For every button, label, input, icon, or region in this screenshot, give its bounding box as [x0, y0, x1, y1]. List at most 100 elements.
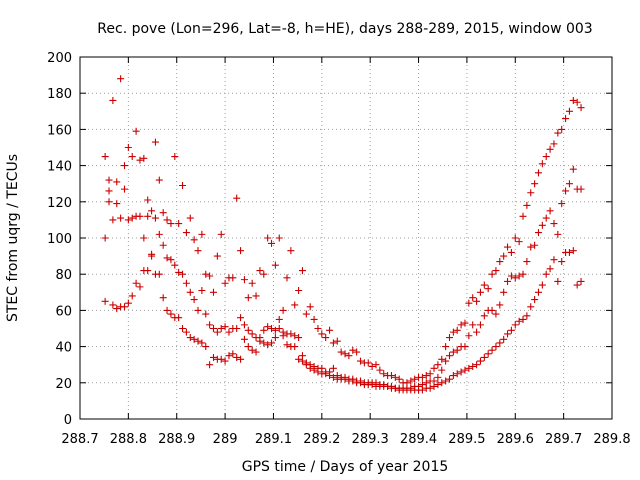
- data-point: [298, 267, 306, 275]
- data-point: [558, 125, 566, 133]
- data-point: [349, 377, 357, 385]
- data-point: [113, 305, 121, 313]
- data-point: [453, 346, 461, 354]
- data-point: [476, 357, 484, 365]
- data-point: [538, 281, 546, 289]
- data-point: [140, 154, 148, 162]
- data-point: [190, 296, 198, 304]
- data-point: [271, 261, 279, 269]
- data-point: [163, 216, 171, 224]
- data-point: [159, 209, 167, 217]
- y-axis-title: STEC from uqrg / TECUs: [5, 154, 21, 322]
- data-point: [101, 297, 109, 305]
- data-point: [295, 355, 303, 363]
- y-tick-label: 200: [47, 51, 72, 66]
- data-point: [275, 234, 283, 242]
- data-point: [182, 328, 190, 336]
- x-axis-title: GPS time / Days of year 2015: [242, 459, 449, 475]
- data-point: [229, 350, 237, 358]
- data-point: [507, 272, 515, 280]
- data-point: [542, 153, 550, 161]
- data-point: [233, 325, 241, 332]
- x-tick-label: 289.6: [497, 432, 534, 447]
- y-tick-label: 80: [55, 268, 72, 283]
- x-tick-label: 288.7: [61, 432, 98, 447]
- data-point: [492, 343, 500, 351]
- data-point: [434, 381, 442, 389]
- data-point: [426, 370, 434, 378]
- data-point: [186, 214, 194, 222]
- data-point: [531, 296, 539, 304]
- data-point: [500, 252, 508, 260]
- data-point: [562, 115, 570, 123]
- data-point: [120, 303, 128, 311]
- data-point: [453, 370, 461, 378]
- data-point: [194, 247, 202, 255]
- data-point: [492, 267, 500, 275]
- data-point: [260, 270, 268, 278]
- data-point: [449, 348, 457, 356]
- data-point: [283, 341, 291, 349]
- data-point: [302, 361, 310, 369]
- data-point: [492, 310, 500, 318]
- data-point: [190, 335, 198, 343]
- data-point: [291, 343, 299, 351]
- data-point: [167, 220, 175, 228]
- data-point: [186, 288, 194, 296]
- data-point: [322, 370, 330, 378]
- data-point: [268, 325, 276, 332]
- data-point: [438, 379, 446, 387]
- data-point: [523, 312, 531, 320]
- data-point: [124, 144, 132, 151]
- data-point: [500, 335, 508, 343]
- data-point: [337, 348, 345, 356]
- data-point: [461, 343, 469, 351]
- data-point: [167, 256, 175, 264]
- data-point: [480, 312, 488, 320]
- data-point: [314, 325, 322, 332]
- data-point: [202, 270, 210, 278]
- data-point: [554, 129, 562, 137]
- data-point: [531, 180, 539, 188]
- data-point: [209, 288, 217, 296]
- data-point: [523, 258, 531, 266]
- data-point: [480, 353, 488, 361]
- data-point: [124, 216, 132, 224]
- data-point: [182, 279, 190, 287]
- data-point: [144, 196, 152, 204]
- data-point: [473, 328, 481, 336]
- x-tick-label: 289.1: [255, 432, 292, 447]
- data-point: [268, 239, 276, 247]
- data-point: [132, 279, 140, 287]
- data-point: [240, 321, 248, 329]
- data-point: [434, 373, 442, 381]
- data-point: [318, 330, 326, 338]
- data-point: [264, 341, 272, 349]
- data-point: [391, 373, 399, 381]
- grid-lines: [80, 57, 612, 419]
- data-point: [480, 281, 488, 289]
- data-point: [124, 299, 132, 307]
- data-point: [128, 292, 136, 300]
- y-tick-label: 100: [47, 232, 72, 247]
- data-point: [213, 252, 221, 260]
- data-point: [527, 189, 535, 197]
- data-point: [461, 366, 469, 374]
- data-point: [175, 314, 183, 322]
- data-point: [171, 153, 179, 161]
- y-tick-label: 160: [47, 123, 72, 138]
- data-point: [244, 294, 252, 302]
- data-point: [194, 306, 202, 314]
- x-tick-label: 289.2: [303, 432, 340, 447]
- data-point: [175, 220, 183, 228]
- data-point: [418, 386, 426, 394]
- data-point: [426, 384, 434, 392]
- data-point: [109, 96, 117, 104]
- data-point: [287, 330, 295, 338]
- x-tick-label: 289.5: [448, 432, 485, 447]
- data-point: [558, 258, 566, 266]
- data-point: [209, 353, 217, 361]
- data-point: [558, 200, 566, 208]
- data-point: [573, 281, 581, 289]
- data-point: [476, 321, 484, 329]
